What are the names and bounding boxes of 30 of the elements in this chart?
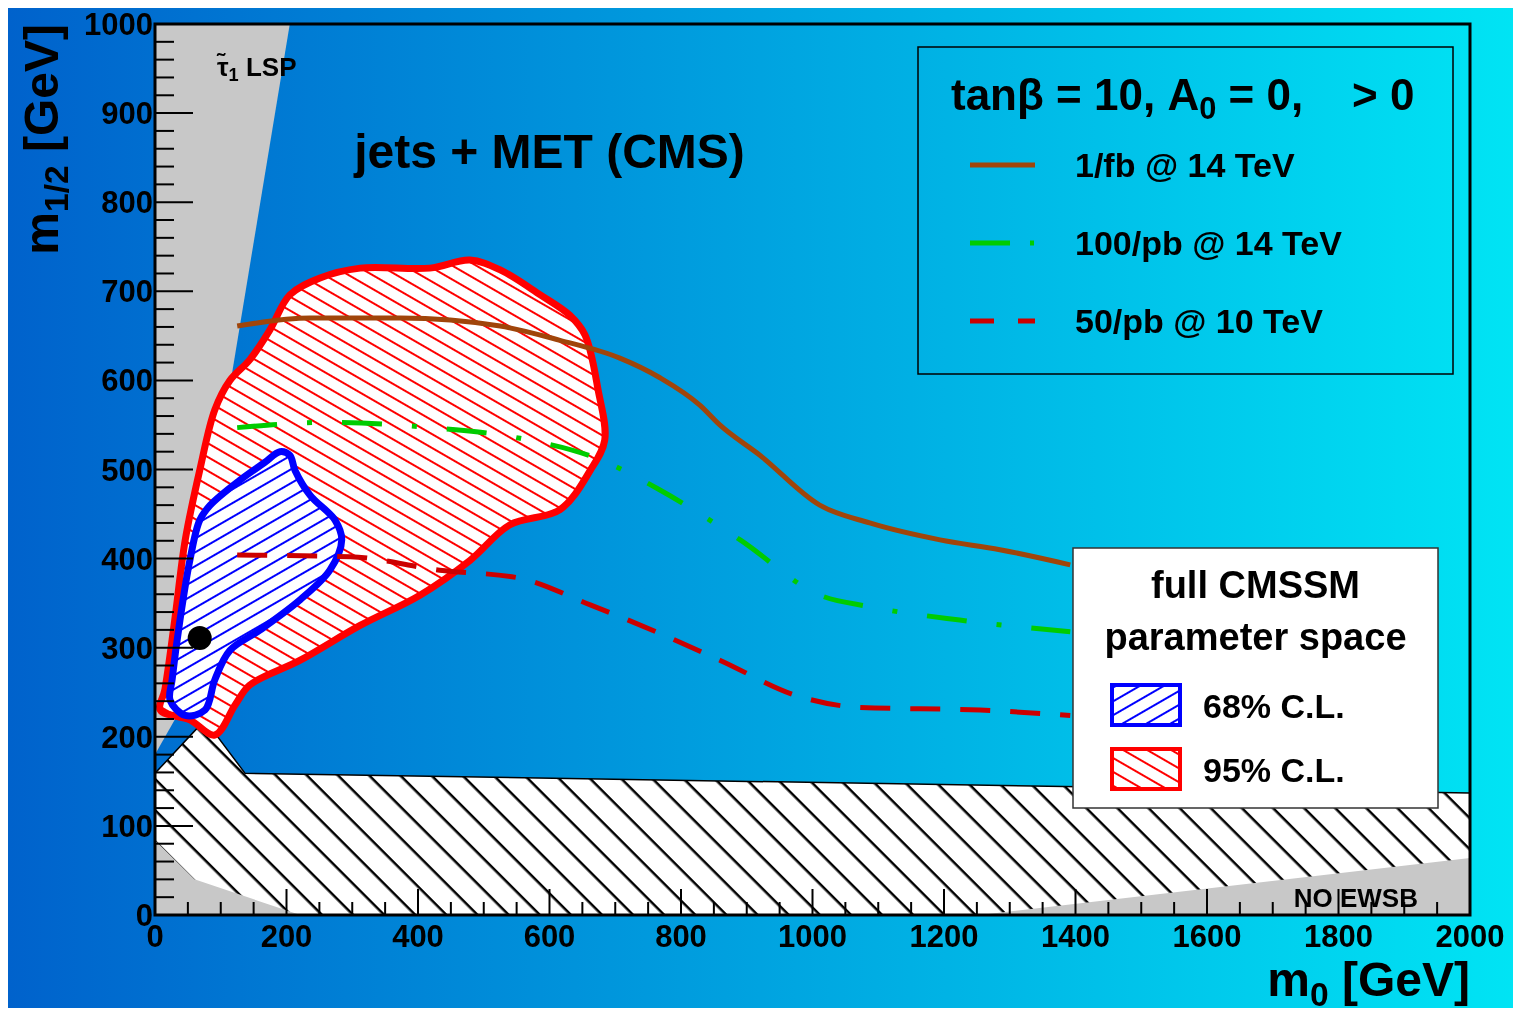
- x-tick-label: 1600: [1172, 919, 1242, 954]
- x-tick-label: 1400: [1041, 919, 1110, 954]
- x-tick-label: 400: [392, 919, 444, 954]
- x-tick-label: 600: [523, 919, 576, 954]
- y-tick-label: 100: [101, 808, 153, 844]
- x-tick-label: 800: [655, 919, 707, 954]
- y-tick-label: 400: [101, 541, 153, 577]
- x-tick-label: 1800: [1304, 919, 1373, 954]
- y-tick-label: 200: [101, 719, 153, 755]
- legend-label: 1/fb @ 14 TeV: [1075, 146, 1295, 184]
- x-axis-title: m$_{0}$ [GeV]: [1267, 953, 1470, 1013]
- y-tick-label: 600: [101, 363, 153, 399]
- legend-label: 95% C.L.: [1203, 751, 1345, 789]
- x-tick-label: 2000: [1435, 919, 1505, 954]
- x-tick-label: 1000: [778, 919, 847, 954]
- annotation: NO EWSB: [1293, 883, 1418, 913]
- x-tick-label: 1200: [909, 919, 979, 954]
- y-tick-label: 1000: [84, 7, 153, 42]
- legend-label: 68% C.L.: [1203, 687, 1345, 725]
- y-tick-label: 500: [101, 452, 153, 488]
- y-tick-label: 300: [101, 630, 153, 666]
- text: jets + MET (CMS): [353, 125, 745, 179]
- y-tick-label: 700: [101, 274, 153, 310]
- annotation: full CMSSM parameter space: [1104, 564, 1407, 658]
- y-tick-label: 800: [101, 185, 153, 221]
- legend-label: 100/pb @ 14 TeV: [1075, 224, 1343, 262]
- x-tick-label: 200: [260, 919, 313, 954]
- y-tick-label: 900: [101, 96, 153, 132]
- legend-title: tanβ = 10, A$_{0}$ = 0, > 0: [951, 70, 1415, 127]
- legend-label: 50/pb @ 10 TeV: [1075, 302, 1324, 340]
